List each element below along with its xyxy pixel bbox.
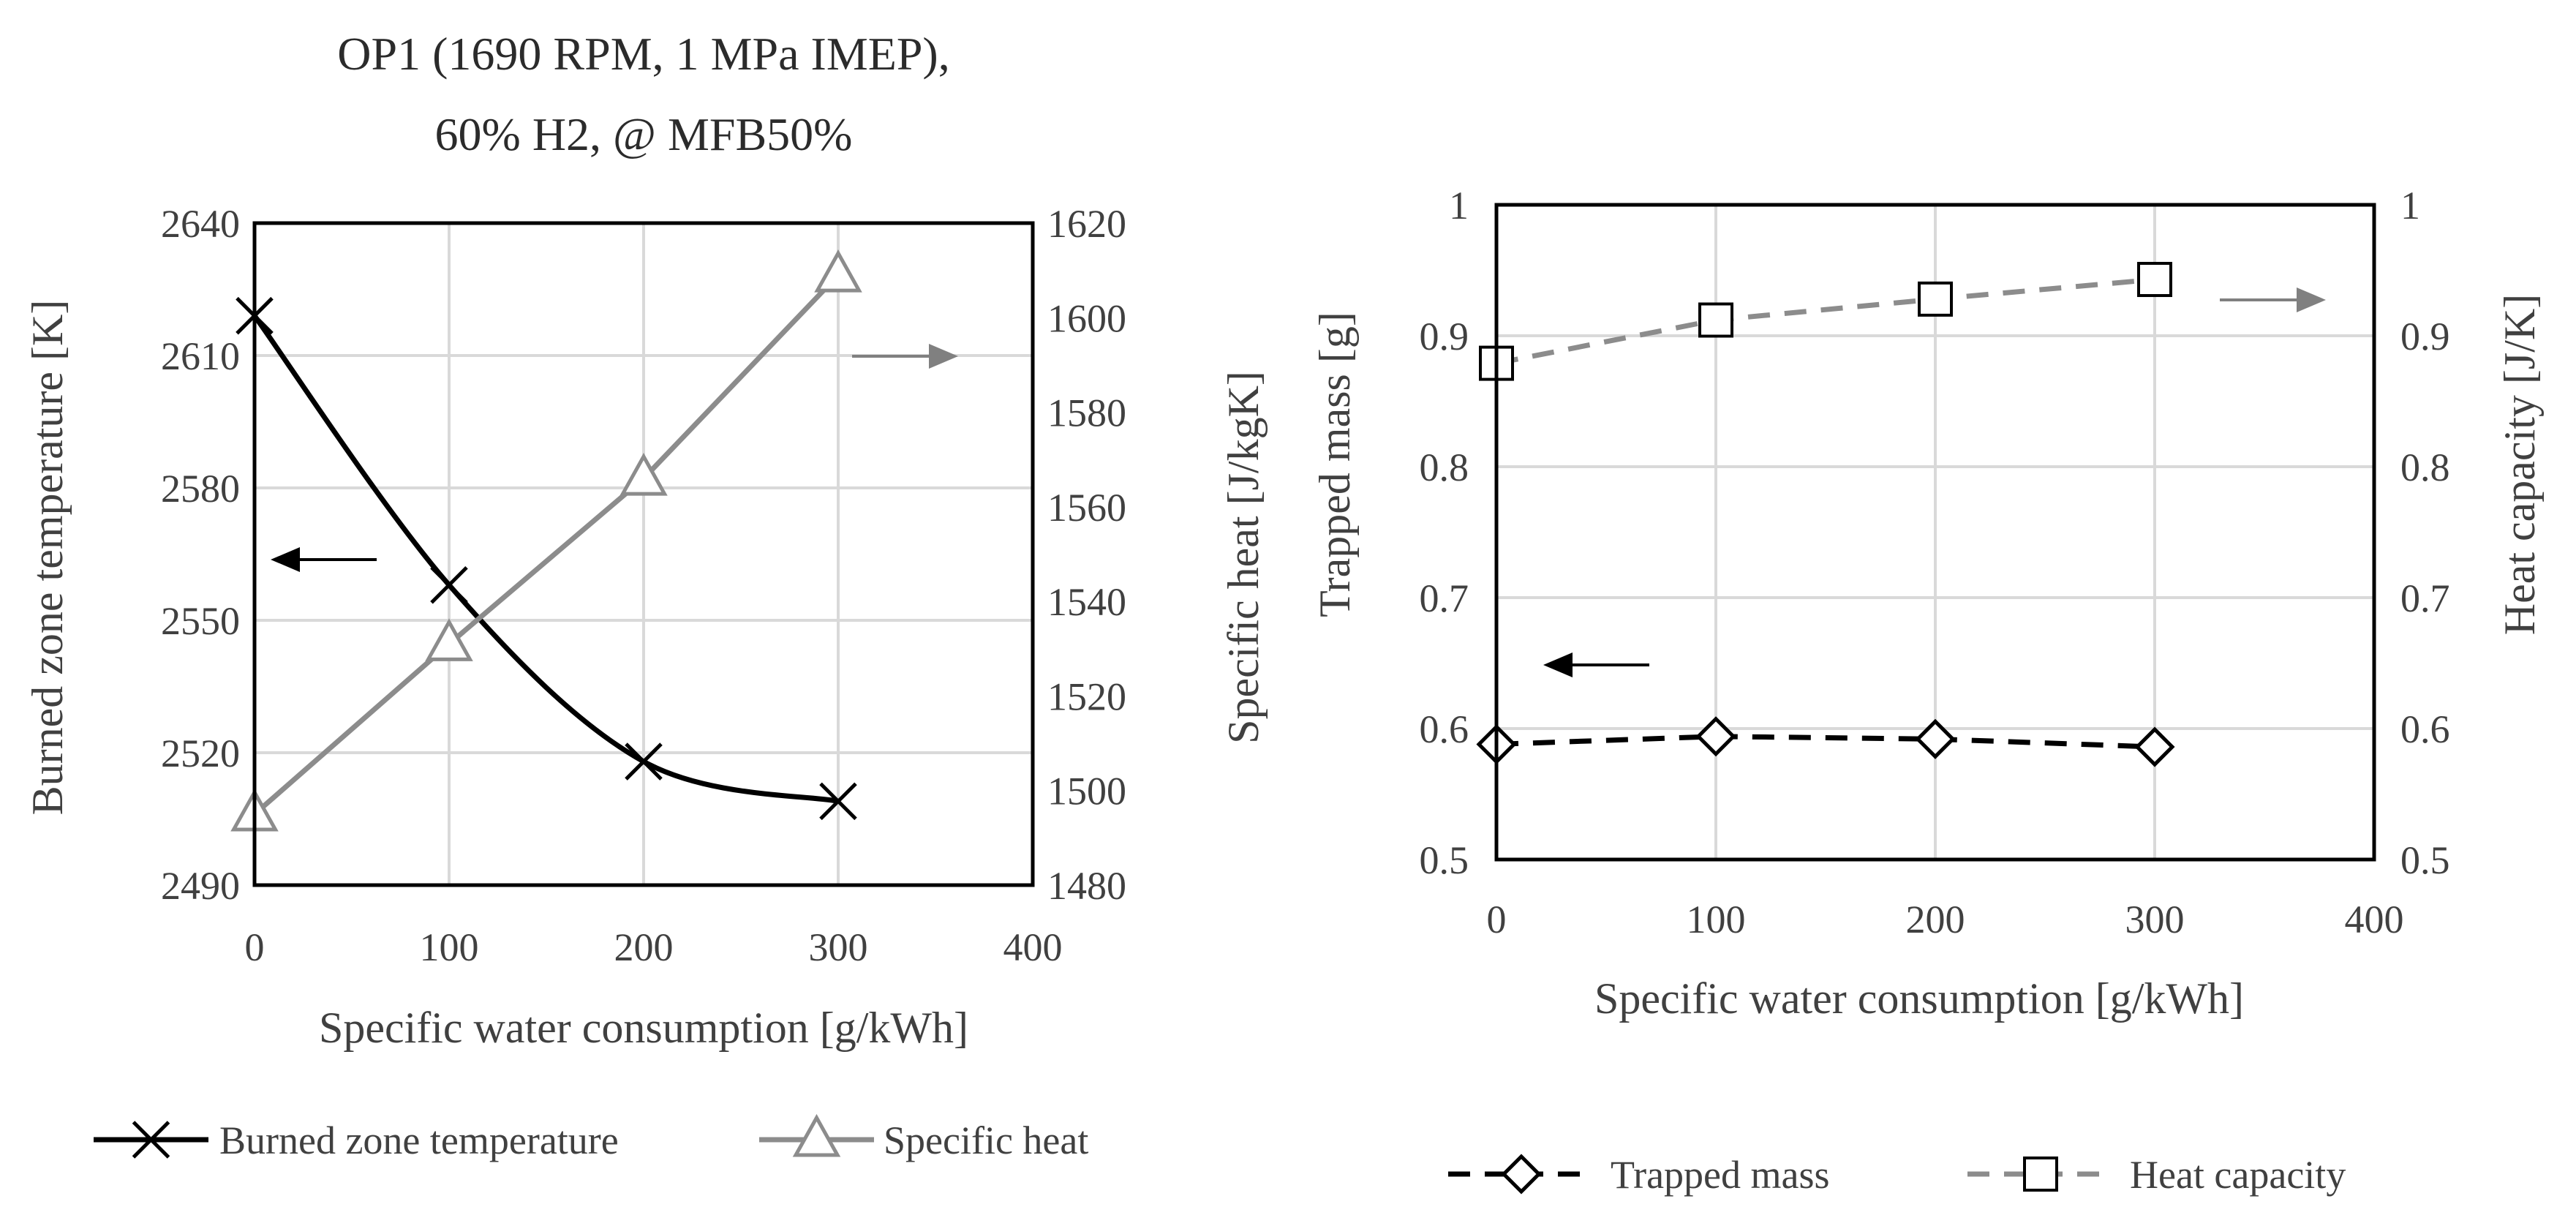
chart-left-x-tick-2: 200 [614,925,674,969]
chart-right-y-tick-0: 0.5 [1420,838,1469,882]
chart-right-legend-marker-0 [1501,1154,1542,1195]
chart-right-series-lines [1496,277,2155,750]
chart-left: OP1 (1690 RPM, 1 MPa IMEP), 60% H2, @ MF… [23,28,1268,1162]
chart-right-x-tick-4: 400 [2345,898,2404,941]
chart-left-y-tick-4: 2610 [161,334,240,378]
chart-left-arrow-1 [852,344,958,369]
chart-left-series-line-0 [252,314,839,804]
chart-left-title-line-1: OP1 (1690 RPM, 1 MPa IMEP), [337,28,949,80]
chart-right-arrow-0 [1543,653,1649,677]
chart-right-y2-tick-4: 0.9 [2400,315,2450,358]
chart-right-y2-tick-1: 0.6 [2400,707,2450,751]
chart-right-legend-item-0: Trapped mass [1448,1153,1830,1197]
chart-right-y2-tick-2: 0.7 [2400,576,2450,620]
chart-right-y-tick-5: 1 [1449,184,1469,227]
chart-left-legend-marker-1 [792,1113,841,1157]
chart-right-series-1-point-2 [1918,281,1953,317]
chart-left-y2-tick-1: 1500 [1047,770,1126,813]
chart-right-x-tick-2: 200 [1906,898,1965,941]
chart-right-series-0-point-3 [2134,726,2175,767]
chart-right-y-tick-3: 0.8 [1420,445,1469,489]
chart-left-y-tick-2: 2550 [161,599,240,643]
chart-left-series-1-point-1 [425,618,473,661]
chart-left-y2-tick-5: 1580 [1047,391,1126,435]
chart-right-legend-marker-1 [2023,1157,2058,1192]
chart-left-series-lines [252,273,840,816]
chart-left-legend-label-0: Burned zone temperature [219,1118,619,1162]
chart-right-x-tick-0: 0 [1487,898,1507,941]
chart-right-arrow-1 [2220,287,2326,312]
chart-left-legend-marker-0 [132,1121,170,1159]
chart-right-series-line-1 [1496,277,2155,366]
chart-left-y2-tick-6: 1600 [1047,296,1126,340]
chart-left-y2-tick-4: 1560 [1047,486,1126,530]
chart-left-gridlines [255,222,1034,885]
chart-left-series-line-1 [252,273,840,816]
chart-right-y-tick-1: 0.6 [1420,707,1469,751]
chart-right-series-1-point-3 [2137,262,2172,298]
chart-left-series-1-point-3 [814,249,862,293]
chart-left-y-ticks: 2490 2520 2550 2580 2610 2640 [161,202,240,908]
chart-right-x-tick-3: 300 [2125,898,2185,941]
chart-left-y-tick-0: 2490 [161,864,240,908]
chart-left-x-tick-1: 100 [420,925,479,969]
chart-left-markers [230,249,862,832]
chart-left-y2-tick-7: 1620 [1047,202,1126,246]
chart-left-series-0-point-3 [819,782,857,821]
chart-right-y-ticks: 0.5 0.6 0.7 0.8 0.9 1 [1420,184,1469,882]
chart-left-legend: Burned zone temperature Specific heat [94,1113,1088,1162]
chart-right-legend-label-1: Heat capacity [2130,1153,2346,1197]
chart-left-x-axis-title: Specific water consumption [g/kWh] [319,1004,968,1052]
chart-left-series-0-point-2 [625,742,663,781]
chart-left-series-0-point-1 [430,565,468,604]
chart-right-series-0-point-1 [1695,716,1736,757]
chart-right-markers [1476,262,2175,767]
chart-right-y-tick-4: 0.9 [1420,315,1469,358]
chart-left-x-ticks: 0 100 200 300 400 [245,925,1063,969]
chart-right-y2-tick-0: 0.5 [2400,838,2450,882]
chart-left-series-1-point-2 [619,452,668,496]
chart-right-x-tick-1: 100 [1687,898,1746,941]
chart-right-y-axis-title: Trapped mass [g] [1311,312,1359,617]
chart-right-legend: Trapped mass Heat capacity [1448,1153,2346,1197]
chart-left-y2-ticks: 1480 1500 1520 1540 1560 1580 1600 1620 [1047,202,1126,908]
chart-right-y2-tick-3: 0.8 [2400,445,2450,489]
chart-left-y2-tick-3: 1540 [1047,580,1126,624]
chart-left-plot-frame [252,221,1035,887]
chart-right-legend-label-0: Trapped mass [1611,1153,1830,1197]
chart-left-annotations [271,344,958,572]
chart-left-x-tick-3: 300 [809,925,868,969]
chart-left-legend-item-0: Burned zone temperature [94,1118,619,1162]
chart-left-y-tick-1: 2520 [161,732,240,775]
chart-left-x-tick-0: 0 [245,925,265,969]
chart-right-y2-tick-5: 1 [2400,184,2420,227]
chart-right-series-line-0 [1496,734,2155,750]
chart-right-legend-item-1: Heat capacity [1967,1153,2346,1197]
chart-right-plot-frame [1494,203,2376,862]
chart-left-y-axis-title: Burned zone temperature [K] [23,300,72,816]
chart-left-y2-axis-title: Specific heat [J/kgK] [1219,371,1268,744]
chart-right-y-tick-2: 0.7 [1420,576,1469,620]
chart-right-series-1-point-1 [1698,302,1733,338]
chart-left-y-tick-5: 2640 [161,202,240,246]
chart-left-y2-tick-2: 1520 [1047,674,1126,718]
chart-left-legend-item-1: Specific heat [759,1113,1088,1162]
chart-left-title-line-2: 60% H2, @ MFB50% [435,108,853,160]
chart-left-arrow-0 [271,547,377,572]
chart-left-y-tick-3: 2580 [161,467,240,511]
chart-left-y2-tick-0: 1480 [1047,864,1126,908]
chart-right-y2-ticks: 0.5 0.6 0.7 0.8 0.9 1 [2400,184,2450,882]
chart-right-series-0-point-2 [1915,718,1956,759]
chart-right-x-axis-title: Specific water consumption [g/kWh] [1594,974,2244,1023]
chart-right-annotations [1543,287,2326,677]
chart-left-x-tick-4: 400 [1003,925,1063,969]
chart-right-x-ticks: 0 100 200 300 400 [1487,898,2404,941]
chart-left-legend-label-1: Specific heat [884,1118,1088,1162]
chart-right-y2-axis-title: Heat capacity [J/K] [2496,294,2544,635]
chart-right: 0 100 200 300 400 0.5 0.6 0.7 0.8 0.9 1 0.5 0.6 0.7… [1311,184,2544,1197]
